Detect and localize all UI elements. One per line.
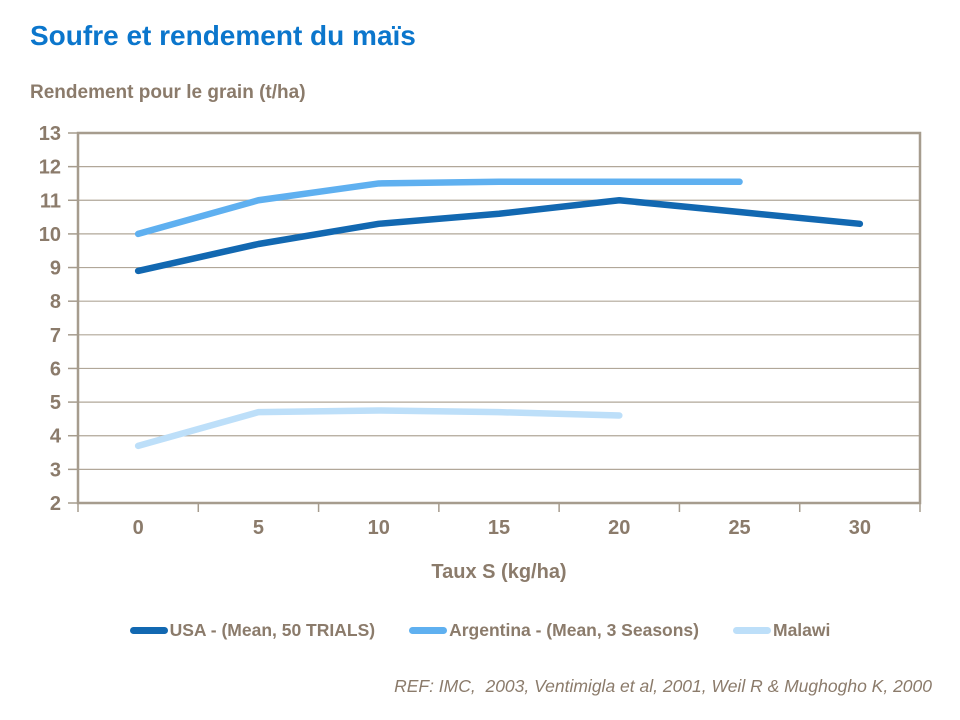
plot-border (76, 131, 922, 505)
y-tick-label: 6 (50, 358, 61, 380)
y-tick-label: 9 (50, 258, 61, 280)
x-tick-label: 20 (608, 517, 630, 539)
series-line-usa (134, 197, 864, 275)
chart-plot: 2 3 4 5 6 7 8 9 10 11 12 13 0 5 10 15 20 25 30 (39, 123, 922, 539)
x-axis-title: Taux S (kg/ha) (431, 561, 567, 583)
y-tick-label: 4 (50, 426, 62, 448)
series-line-argentina (134, 178, 743, 238)
legend-item-malawi: Malawi (733, 620, 830, 641)
x-tick-label: 0 (133, 517, 144, 539)
legend-label-malawi: Malawi (773, 620, 831, 640)
chart-legend: USA - (Mean, 50 TRIALS) Argentina - (Mea… (0, 620, 960, 641)
legend-label-usa: USA - (Mean, 50 TRIALS) (169, 620, 376, 640)
legend-swatch-argentina (409, 627, 448, 634)
legend-item-usa: USA - (Mean, 50 TRIALS) (129, 620, 376, 641)
y-tick-label: 13 (39, 123, 61, 145)
x-tick-label: 15 (488, 517, 510, 539)
y-tick-label: 5 (50, 392, 61, 414)
x-tick-label: 5 (253, 517, 264, 539)
legend-item-argentina: Argentina - (Mean, 3 Seasons) (409, 620, 699, 641)
x-tick-label: 25 (728, 517, 750, 539)
reference-text: REF: IMC, 2003, Ventimigla et al, 2001, … (394, 676, 932, 696)
chart-title: Soufre et rendement du maïs (30, 20, 416, 51)
y-tick-label: 8 (50, 291, 61, 313)
x-tick-label: 30 (849, 517, 871, 539)
y-tick-label: 10 (39, 224, 61, 246)
y-tick-label: 3 (50, 459, 61, 481)
legend-swatch-usa (129, 627, 168, 634)
y-tick-label: 12 (39, 157, 61, 179)
y-axis-title: Rendement pour le grain (t/ha) (30, 82, 306, 103)
legend-label-argentina: Argentina - (Mean, 3 Seasons) (449, 620, 699, 640)
x-tick-label: 10 (368, 517, 390, 539)
y-tick-label: 11 (40, 190, 61, 212)
y-tick-label: 7 (50, 325, 61, 347)
legend-swatch-malawi (733, 627, 771, 634)
series-line-malawi (134, 407, 623, 450)
y-tick-label: 2 (50, 493, 61, 515)
